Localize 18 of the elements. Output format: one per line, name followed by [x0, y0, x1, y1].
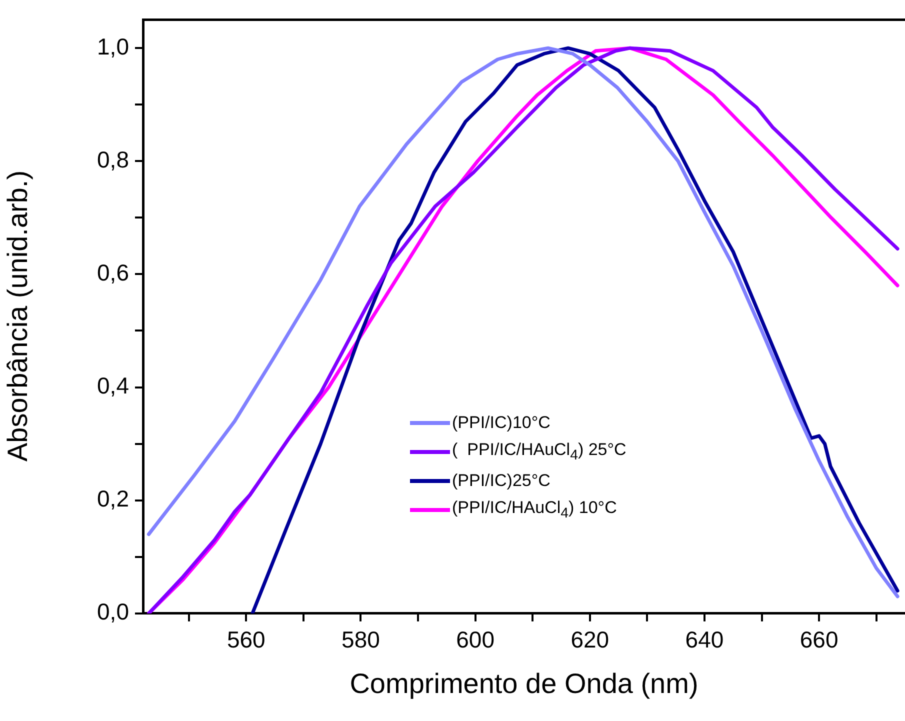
- y-tick-label: 0,8: [97, 146, 129, 172]
- legend-label: ( PPI/IC/HAuCl$_{4}$) 25°C: [452, 440, 626, 464]
- x-tick-label: 620: [570, 626, 610, 653]
- y-axis-title: Absorbância (unid.arb.): [2, 169, 34, 464]
- x-tick-label: 580: [342, 626, 380, 653]
- x-tick-label: 660: [800, 626, 838, 653]
- legend-label: (PPI/IC)10°C: [452, 412, 550, 432]
- x-axis-title: Comprimento de Onda (nm): [348, 668, 700, 700]
- y-tick-label: 0,2: [97, 486, 129, 512]
- legend-label: (PPI/IC)25°C: [452, 470, 550, 490]
- y-tick-label: 1,0: [97, 33, 129, 60]
- y-tick-label: 0,6: [97, 260, 129, 286]
- y-tick-label: 0,0: [97, 598, 129, 625]
- y-tick-label: 0,4: [97, 372, 130, 399]
- x-tick-label: 640: [685, 626, 724, 653]
- x-tick-label: 600: [456, 626, 494, 653]
- x-tick-label: 560: [226, 626, 266, 653]
- legend-label: (PPI/IC/HAuCl$_{4}$) 10°C: [452, 498, 617, 522]
